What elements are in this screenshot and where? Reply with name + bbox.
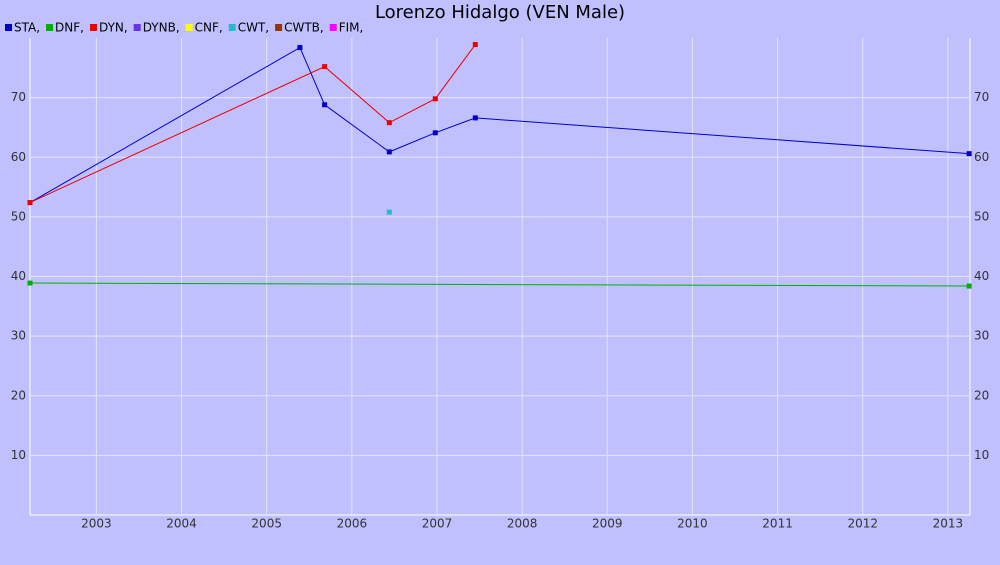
x-tick-label: 2010 <box>677 517 708 531</box>
data-point <box>322 64 328 70</box>
legend-swatch <box>275 24 283 31</box>
x-tick-label: 2011 <box>762 517 793 531</box>
data-point <box>472 115 478 121</box>
data-point <box>386 149 392 155</box>
y2-tick-label: 30 <box>974 329 989 343</box>
x-tick-label: 2009 <box>592 517 623 531</box>
y-tick-label: 40 <box>11 269 26 283</box>
legend-label: DYNB, <box>143 21 180 35</box>
data-point <box>966 151 972 157</box>
legend-label: CWT, <box>238 21 269 35</box>
data-point <box>432 130 438 136</box>
x-tick-label: 2008 <box>507 517 538 531</box>
x-tick-label: 2006 <box>337 517 368 531</box>
y-tick-label: 60 <box>11 150 26 164</box>
x-tick-label: 2005 <box>251 517 282 531</box>
y2-tick-label: 70 <box>974 90 989 104</box>
legend-label: DYN, <box>99 21 128 35</box>
y2-tick-label: 60 <box>974 150 989 164</box>
legend-label: FIM, <box>339 21 364 35</box>
data-point <box>966 283 972 289</box>
x-tick-label: 2012 <box>847 517 878 531</box>
y-tick-label: 20 <box>11 388 26 402</box>
data-point <box>432 96 438 102</box>
y-tick-label: 50 <box>11 209 26 223</box>
y2-tick-label: 20 <box>974 388 989 402</box>
x-tick-label: 2003 <box>81 517 112 531</box>
legend-swatch <box>329 24 337 31</box>
legend-swatch <box>46 24 54 31</box>
legend-label: DNF, <box>55 21 84 35</box>
y-tick-label: 70 <box>11 90 26 104</box>
x-tick-label: 2007 <box>422 517 453 531</box>
y2-tick-label: 10 <box>974 448 989 462</box>
y2-tick-label: 50 <box>974 209 989 223</box>
legend-label: CNF, <box>195 21 223 35</box>
legend-swatch <box>185 24 193 31</box>
data-point <box>297 45 303 51</box>
legend-swatch <box>5 24 12 31</box>
data-point <box>386 120 392 126</box>
data-point <box>322 102 328 108</box>
chart-title: Lorenzo Hidalgo (VEN Male) <box>375 2 625 23</box>
y-tick-label: 10 <box>11 448 26 462</box>
data-point <box>472 42 478 48</box>
data-point <box>27 280 33 286</box>
y2-tick-label: 40 <box>974 269 989 283</box>
x-tick-label: 2013 <box>933 517 964 531</box>
x-tick-label: 2004 <box>166 517 197 531</box>
legend-swatch <box>133 24 141 31</box>
y-tick-label: 30 <box>11 329 26 343</box>
data-point <box>27 200 33 206</box>
legend-label: STA, <box>14 21 40 35</box>
legend-label: CWTB, <box>284 21 324 35</box>
series-line <box>29 282 970 287</box>
data-point <box>386 209 392 215</box>
legend-swatch <box>228 24 236 31</box>
legend-swatch <box>89 24 97 31</box>
